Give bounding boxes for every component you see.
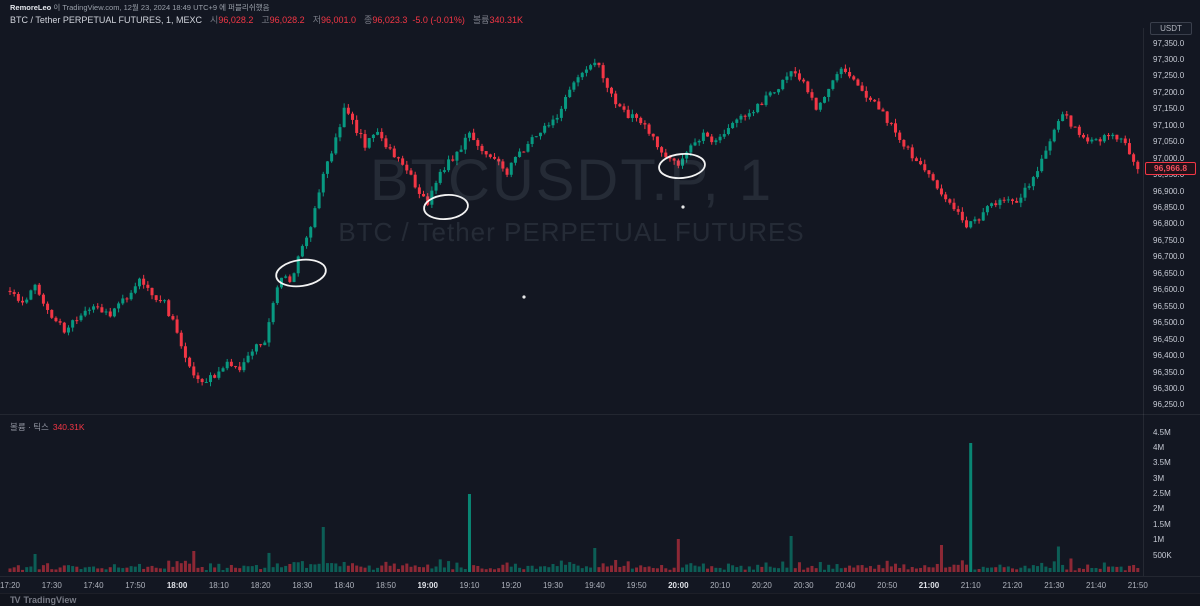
price-axis-label: 96,250.0: [1153, 400, 1185, 410]
volume-value: 340.31K: [489, 15, 523, 25]
volume-pane-legend[interactable]: 볼륨 · 틱스 340.31K: [10, 421, 85, 433]
time-axis-label: 18:30: [292, 581, 313, 590]
price-axis-label: 96,350.0: [1153, 367, 1185, 377]
price-axis-label: 96,450.0: [1153, 334, 1185, 344]
low-label: 저: [312, 15, 321, 25]
price-axis-label: 96,600.0: [1153, 285, 1185, 295]
price-axis-label: 97,000.0: [1153, 153, 1185, 163]
time-axis-label: 17:50: [125, 581, 146, 590]
time-axis-label: 19:10: [459, 581, 480, 590]
time-axis-label: 20:30: [793, 581, 814, 590]
time-axis-label: 21:40: [1086, 581, 1107, 590]
time-axis-label: 18:00: [166, 581, 188, 590]
time-axis-separator: [0, 576, 1200, 577]
bottom-bar: TV TradingView: [0, 593, 1200, 606]
open-label: 시: [210, 15, 219, 25]
pane-separator[interactable]: [0, 414, 1200, 415]
ellipse-annotation[interactable]: [423, 193, 469, 221]
time-axis-label: 21:30: [1044, 581, 1065, 590]
currency-toggle-button[interactable]: USDT: [1150, 22, 1192, 35]
time-axis-label: 21:10: [960, 581, 981, 590]
price-axis[interactable]: 97,350.0 97,300.0 97,250.0 97,200.0 97,150.0…: [1143, 28, 1200, 576]
volume-axis-label: 4M: [1153, 442, 1165, 452]
time-axis-label: 20:00: [668, 581, 689, 590]
volume-axis-label: 1.5M: [1153, 519, 1171, 529]
publisher-text: 이 TradingView.com, 12월 23, 2024 18:49 UT…: [51, 3, 270, 12]
price-axis-separator: [1143, 28, 1144, 576]
time-axis-label: 19:40: [584, 581, 605, 590]
last-price-label: 96,966.8: [1145, 162, 1196, 175]
tradingview-logo-text[interactable]: TradingView: [23, 595, 77, 605]
ellipse-annotation[interactable]: [274, 257, 327, 290]
time-axis-label: 17:20: [0, 581, 21, 590]
volume-bars-layer: [8, 443, 1140, 572]
time-axis-label: 17:30: [41, 581, 62, 590]
price-axis-label: 96,700.0: [1153, 252, 1185, 262]
price-axis-label: 97,200.0: [1153, 87, 1185, 97]
volume-axis-label: 3M: [1153, 473, 1165, 483]
volume-axis-label: 500K: [1153, 550, 1172, 560]
price-axis-label: 96,500.0: [1153, 318, 1185, 328]
cursor-dot: [681, 205, 685, 209]
price-axis-label: 96,400.0: [1153, 351, 1185, 361]
volume-legend-label: 볼륨 · 틱스: [10, 422, 49, 432]
time-axis-label: 17:40: [83, 581, 104, 590]
price-axis-label: 97,150.0: [1153, 104, 1185, 114]
low-value: 96,001.0: [320, 15, 357, 25]
close-value: 96,023.3: [372, 15, 408, 25]
annotations-layer: [274, 152, 706, 299]
open-value: 96,028.2: [218, 15, 254, 25]
volume-axis-label: 2M: [1153, 504, 1165, 514]
volume-axis-label: 3.5M: [1153, 458, 1171, 468]
time-axis-label: 18:50: [375, 581, 396, 590]
cursor-dot: [522, 295, 526, 299]
time-axis-label: 20:10: [710, 581, 731, 590]
time-axis-label: 20:40: [835, 581, 856, 590]
price-axis-label: 97,100.0: [1153, 120, 1185, 130]
time-axis-label: 18:20: [250, 581, 271, 590]
price-axis-label: 97,300.0: [1153, 54, 1185, 64]
high-label: 고: [261, 15, 270, 25]
price-axis-label: 96,900.0: [1153, 186, 1185, 196]
price-axis-label: 96,550.0: [1153, 301, 1185, 311]
time-axis[interactable]: 17:20 17:30 17:40 17:50 18:00 18:10 18:20 18:30…: [0, 577, 1200, 593]
publisher-bar: RemoreLeo 이 TradingView.com, 12월 23, 202…: [0, 0, 1200, 12]
time-axis-label: 20:50: [877, 581, 898, 590]
time-axis-label: 19:20: [501, 581, 522, 590]
time-axis-label: 19:30: [542, 581, 564, 590]
price-axis-label: 97,350.0: [1153, 38, 1185, 48]
high-value: 96,028.2: [269, 15, 305, 25]
price-axis-label: 96,850.0: [1153, 203, 1185, 212]
time-axis-label: 19:50: [626, 581, 647, 590]
time-axis-label: 18:10: [208, 581, 229, 590]
volume-label: 볼륨: [472, 15, 490, 25]
volume-axis-label: 1M: [1153, 535, 1165, 545]
change-value: -5.0 (-0.01%): [412, 14, 465, 25]
price-axis-label: 97,050.0: [1153, 137, 1185, 147]
price-axis-label: 96,800.0: [1153, 219, 1185, 229]
time-axis-label: 21:20: [1002, 581, 1023, 590]
price-axis-label: 96,650.0: [1153, 268, 1185, 278]
time-axis-label: 21:00: [918, 581, 940, 590]
time-axis-label: 21:50: [1127, 581, 1148, 590]
candles-layer: [8, 58, 1140, 387]
symbol-legend[interactable]: BTC / Tether PERPETUAL FUTURES, 1, MEXC …: [10, 13, 523, 26]
time-axis-label: 18:40: [334, 581, 355, 590]
time-axis-label: 19:00: [417, 581, 438, 590]
volume-axis-label: 2.5M: [1153, 489, 1171, 498]
volume-legend-value: 340.31K: [52, 422, 85, 432]
price-axis-label: 97,250.0: [1153, 71, 1185, 81]
volume-axis-label: 4.5M: [1153, 427, 1171, 437]
close-label: 종: [364, 15, 373, 25]
price-axis-label: 96,300.0: [1153, 383, 1185, 393]
price-axis-label: 96,750.0: [1153, 235, 1185, 245]
ellipse-annotation[interactable]: [658, 152, 706, 180]
publisher-username[interactable]: RemoreLeo: [10, 3, 52, 12]
symbol-title[interactable]: BTC / Tether PERPETUAL FUTURES, 1, MEXC: [10, 14, 203, 25]
tradingview-logo-icon[interactable]: TV: [10, 595, 20, 605]
time-axis-label: 20:20: [751, 581, 772, 590]
